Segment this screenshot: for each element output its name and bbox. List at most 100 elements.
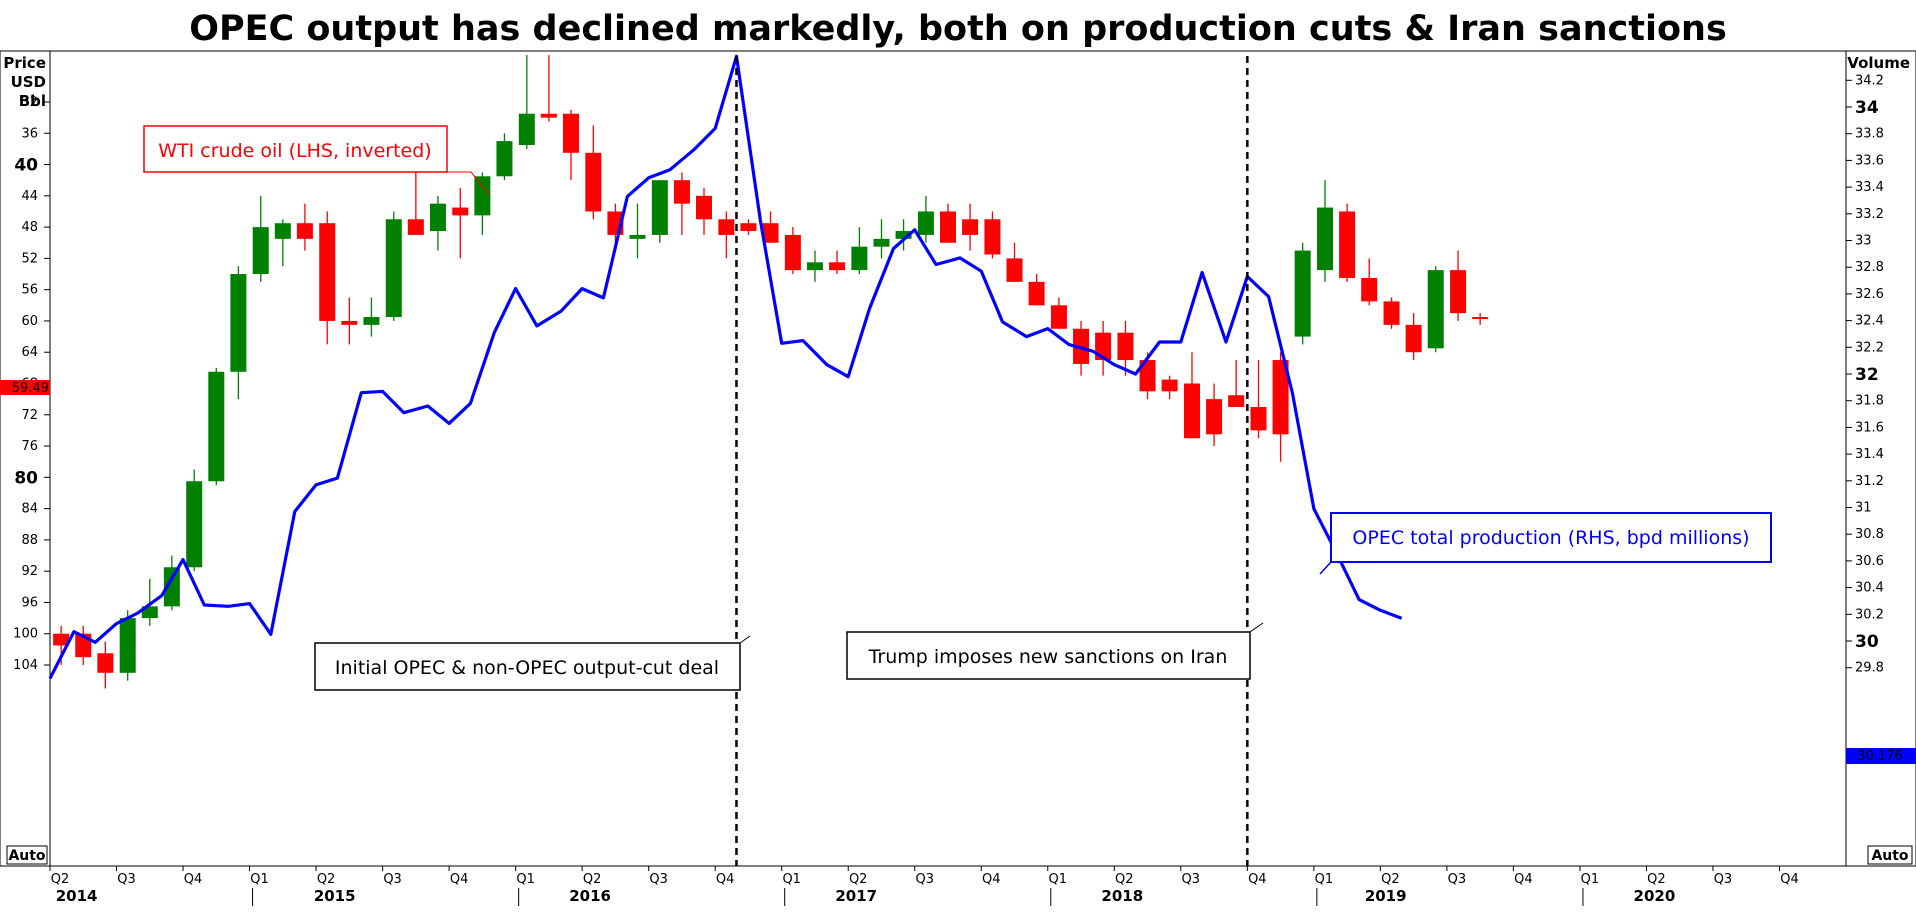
candle-body — [1383, 301, 1400, 325]
right-current-marker: 30.176 — [1846, 748, 1916, 764]
candle-body — [784, 234, 801, 271]
candle-body — [962, 219, 979, 235]
deal-annotation-text: Initial OPEC & non-OPEC output-cut deal — [335, 657, 719, 679]
candle-body — [208, 371, 225, 482]
sanctions-annotation-text: Trump imposes new sanctions on Iran — [868, 646, 1228, 668]
left-tick-label: 48 — [21, 220, 38, 235]
wti-candles — [53, 55, 1489, 689]
right-tick-label: 34 — [1855, 98, 1879, 118]
right-auto-button-frame[interactable] — [1867, 845, 1913, 865]
x-axis-ticks: Q2 Q3 Q4 Q1 Q2 Q3 Q4 Q1 Q2 Q3 Q4 Q1 Q2 Q3 Q4 Q1 Q2 Q3 Q4 Q1… — [49, 866, 1799, 906]
wti-annotation-box — [143, 125, 448, 173]
candle-body — [1405, 324, 1422, 353]
left-tick-label: 32 — [21, 95, 38, 110]
right-tick-label: 33.6 — [1855, 153, 1884, 168]
left-axis-label-line-2: USD — [11, 73, 46, 91]
candle-body — [1050, 305, 1067, 329]
x-quarter-label: Q2 — [583, 872, 602, 887]
right-tick-label: 31.6 — [1855, 420, 1884, 435]
candle-body — [806, 262, 823, 271]
x-quarter-label: Q3 — [117, 872, 136, 887]
x-quarter-label: Q4 — [716, 872, 735, 887]
right-tick-label: 30.6 — [1855, 554, 1884, 569]
right-tick-label: 30 — [1855, 632, 1879, 652]
candle-body — [740, 223, 757, 232]
wti-annotation: WTI crude oil (LHS, inverted) — [143, 125, 490, 195]
candle-body — [1183, 383, 1200, 439]
x-quarter-label: Q4 — [450, 872, 469, 887]
left-tick-label: 100 — [13, 627, 38, 642]
opec-annotation-box — [1330, 512, 1772, 563]
opec-annotation-leader — [1319, 561, 1332, 575]
candle-body — [163, 567, 180, 607]
right-axis-label: Volume — [1847, 54, 1910, 72]
candle-body — [252, 227, 269, 275]
left-axis-ticks: 3236404448525660646872768084889296100104 — [13, 95, 50, 673]
plot-area — [49, 50, 1847, 867]
x-quarter-label: Q1 — [1049, 872, 1068, 887]
right-axis-ticks: 29.8 30 30.2 30.4 30.6 30.8 31 31.2 31.4 31.6 31.8… — [1846, 73, 1884, 676]
x-quarter-label: Q1 — [516, 872, 535, 887]
opec-production-line — [48, 54, 1403, 680]
left-auto-button-frame[interactable] — [6, 845, 48, 865]
x-quarter-label: Q1 — [782, 872, 801, 887]
candle-body — [1339, 211, 1356, 278]
right-tick-label: 31 — [1855, 501, 1872, 516]
left-tick-label: 72 — [21, 408, 38, 423]
right-tick-label: 33.8 — [1855, 127, 1884, 142]
x-quarter-label: Q3 — [383, 872, 402, 887]
x-year-label: 2015 — [314, 887, 356, 905]
candle-body — [940, 211, 956, 243]
wti-annotation-text: WTI crude oil (LHS, inverted) — [158, 140, 431, 162]
left-current-marker: 59.49 — [0, 380, 50, 396]
candle-body — [762, 223, 779, 243]
right-tick-label: 33.2 — [1855, 207, 1884, 222]
sanctions-annotation-box — [846, 631, 1251, 680]
candle-body — [274, 223, 291, 239]
left-current-marker-bg — [0, 380, 50, 395]
x-quarter-label: Q1 — [250, 872, 269, 887]
left-tick-label: 36 — [21, 126, 38, 141]
x-quarter-label: Q4 — [1514, 872, 1533, 887]
deal-annotation: Initial OPEC & non-OPEC output-cut deal — [314, 635, 751, 691]
deal-annotation-leader — [739, 635, 751, 644]
right-current-marker-bg — [1846, 748, 1916, 764]
x-quarter-label: Q3 — [649, 872, 668, 887]
right-tick-label: 30.2 — [1855, 607, 1884, 622]
x-quarter-label: Q2 — [1647, 872, 1666, 887]
left-tick-label: 52 — [21, 251, 38, 266]
candle-body — [319, 223, 336, 321]
sanctions-annotation-leader — [1249, 622, 1264, 633]
right-tick-label: 30.4 — [1855, 581, 1884, 596]
candle-body — [452, 207, 469, 216]
left-axis-label-line-3: Bbl — [19, 92, 46, 110]
left-auto-button[interactable]: Auto — [6, 845, 48, 865]
wti-annotation-leader — [470, 171, 490, 195]
candle-body — [53, 633, 70, 646]
left-tick-label: 56 — [21, 283, 38, 298]
x-year-label: 2016 — [569, 887, 611, 905]
right-tick-label: 32.4 — [1855, 314, 1884, 329]
candle-body — [1450, 270, 1467, 314]
right-tick-label: 29.8 — [1855, 661, 1884, 676]
opec-annotation-text: OPEC total production (RHS, bpd millions… — [1352, 527, 1749, 549]
x-year-label: 2014 — [56, 887, 98, 905]
candle-body — [1006, 258, 1023, 282]
x-quarter-label: Q3 — [1182, 872, 1201, 887]
left-tick-label: 92 — [21, 564, 38, 579]
candle-body — [917, 211, 934, 235]
candle-body — [540, 113, 557, 118]
right-auto-button[interactable]: Auto — [1867, 845, 1913, 865]
right-tick-label: 31.4 — [1855, 447, 1884, 462]
candle-body — [429, 203, 446, 232]
candle-body — [1250, 406, 1267, 431]
x-quarter-label: Q2 — [317, 872, 336, 887]
candle-body — [585, 152, 602, 212]
sanctions-annotation: Trump imposes new sanctions on Iran — [846, 622, 1264, 680]
left-tick-label: 104 — [13, 658, 38, 673]
right-tick-label: 32.8 — [1855, 260, 1884, 275]
candle-body — [1228, 395, 1245, 407]
right-tick-label: 33.4 — [1855, 180, 1884, 195]
right-tick-label: 32.2 — [1855, 340, 1884, 355]
left-tick-label: 88 — [21, 533, 38, 548]
